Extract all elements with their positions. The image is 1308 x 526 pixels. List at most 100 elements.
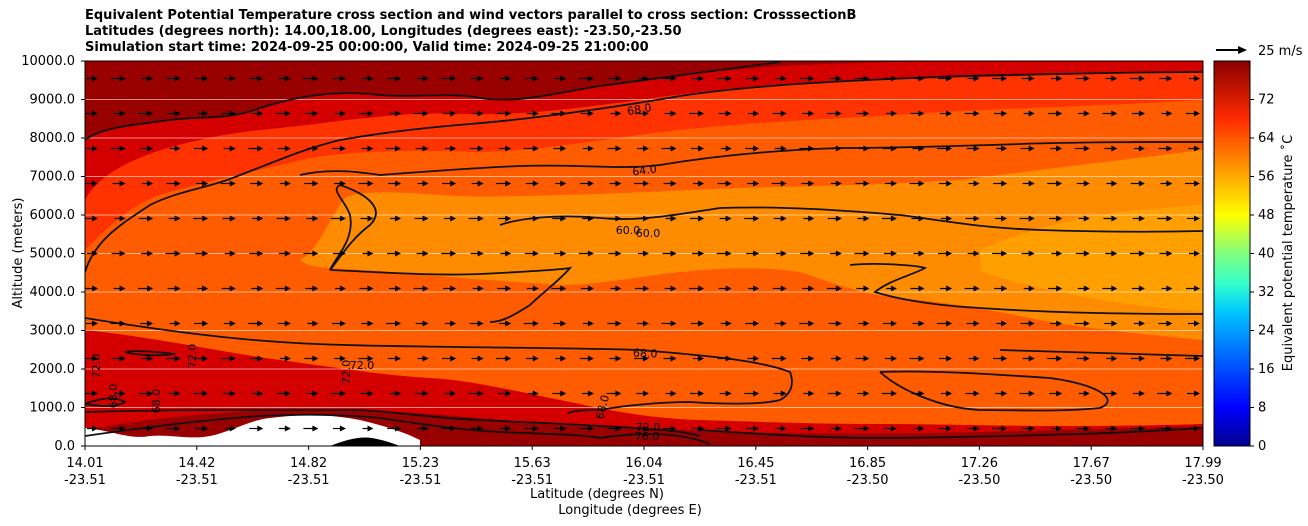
x-tick-label-longitude: -23.51 [623, 473, 665, 488]
wind-vector-arrow [881, 215, 897, 222]
wind-vector-head [1028, 180, 1035, 187]
wind-vector-arrow [801, 180, 815, 187]
wind-vector-arrow [1129, 425, 1145, 432]
wind-vector-head [174, 75, 181, 82]
wind-vector-arrow [169, 145, 181, 152]
wind-vector-head [753, 145, 760, 152]
wind-vector-arrow [692, 425, 705, 432]
wind-vector-arrow [1132, 215, 1145, 222]
wind-vector-head [477, 110, 484, 117]
wind-vector-arrow [361, 320, 374, 327]
wind-vector-arrow [279, 355, 291, 362]
wind-vector-head [1028, 355, 1035, 362]
wind-vector-arrow [141, 75, 154, 82]
wind-vector-arrow [996, 145, 1008, 152]
wind-vector-head [946, 250, 953, 257]
wind-vector-head [450, 180, 457, 187]
wind-vector-head [1138, 215, 1145, 222]
wind-vector-arrow [1129, 75, 1145, 82]
wind-vector-head [918, 355, 925, 362]
wind-vector-arrow [113, 285, 126, 292]
wind-vector-head [532, 215, 539, 222]
wind-vector-arrow [826, 110, 842, 117]
wind-vector-head [1083, 250, 1090, 257]
wind-vector-arrow [169, 320, 181, 327]
wind-vector-head [973, 75, 980, 82]
wind-vector-head [587, 110, 594, 117]
wind-vector-arrow [610, 110, 622, 117]
wind-vector-head [1111, 250, 1118, 257]
colorbar-gradient [1214, 61, 1250, 446]
wind-vector-arrow [1105, 250, 1118, 257]
wind-vector-arrow [111, 75, 126, 82]
wind-vector-arrow [775, 250, 787, 257]
wind-vector-head [147, 250, 154, 257]
wind-vector-arrow [802, 285, 815, 292]
wind-vector-arrow [472, 110, 484, 117]
wind-vector-head [1083, 425, 1090, 432]
wind-vector-head [863, 215, 870, 222]
wind-vector-arrow [114, 390, 126, 397]
wind-vector-head [670, 180, 677, 187]
wind-vector-head [395, 215, 402, 222]
wind-vector-head [1166, 75, 1173, 82]
wind-vector-head [92, 285, 98, 292]
wind-vector-arrow [1020, 145, 1035, 152]
wind-vector-head [229, 355, 236, 362]
wind-vector-arrow [275, 110, 291, 117]
wind-vector-head [560, 425, 567, 432]
wind-vector-head [1001, 355, 1008, 362]
wind-vector-head [505, 145, 512, 152]
wind-vector-head [918, 320, 925, 327]
wind-vector-head [395, 355, 402, 362]
wind-vector-head [725, 75, 732, 82]
wind-vector-head [147, 425, 154, 432]
wind-vector-head [615, 145, 622, 152]
wind-vector-arrow [524, 250, 539, 257]
wind-vector-arrow [276, 215, 291, 222]
contour-68-upper [85, 71, 1203, 273]
y-tick-label: 0.0 [54, 439, 75, 454]
wind-vector-head [257, 355, 264, 362]
contour-lines [85, 61, 1203, 445]
wind-vector-arrow [746, 425, 760, 432]
wind-vector-arrow [579, 355, 594, 362]
wind-vector-head [560, 250, 567, 257]
wind-vector-arrow [606, 215, 622, 222]
wind-vector-arrow [142, 355, 154, 362]
wind-vector-arrow [1130, 355, 1145, 362]
wind-vector-head [780, 215, 787, 222]
wind-vector-arrow [1132, 390, 1145, 397]
wind-vector-arrow [358, 180, 374, 187]
wind-vector-head [119, 425, 126, 432]
wind-vector-arrow [748, 110, 760, 117]
wind-vector-head [560, 285, 567, 292]
wind-vector-arrow [635, 110, 649, 117]
wind-vector-arrow [359, 110, 374, 117]
wind-vector-head [147, 110, 154, 117]
wind-vector-head [835, 250, 842, 257]
wind-vector-head [284, 145, 291, 152]
wind-vector-arrow [882, 320, 897, 327]
wind-vector-head [505, 425, 512, 432]
wind-vector-head [367, 320, 374, 327]
wind-vector-arrow [552, 215, 567, 222]
wind-vector-head [698, 75, 705, 82]
wind-vector-arrow [469, 320, 484, 327]
wind-vector-head [119, 75, 126, 82]
wind-vector-head [450, 320, 457, 327]
wind-vector-head [973, 180, 980, 187]
wind-vector-head [477, 215, 484, 222]
wind-vector-arrow [139, 215, 154, 222]
wind-vector-head [1138, 285, 1145, 292]
wind-vector-arrow [140, 145, 154, 152]
wind-vector-arrow [827, 215, 842, 222]
y-tick-label: 3000.0 [30, 324, 76, 339]
wind-vector-head [147, 215, 154, 222]
wind-vector-head [505, 75, 512, 82]
wind-vector-arrow [718, 285, 732, 292]
wind-vector-arrow [689, 285, 705, 292]
wind-vector-head [339, 285, 346, 292]
wind-vector-arrow [719, 215, 732, 222]
wind-vector-arrow [856, 285, 870, 292]
